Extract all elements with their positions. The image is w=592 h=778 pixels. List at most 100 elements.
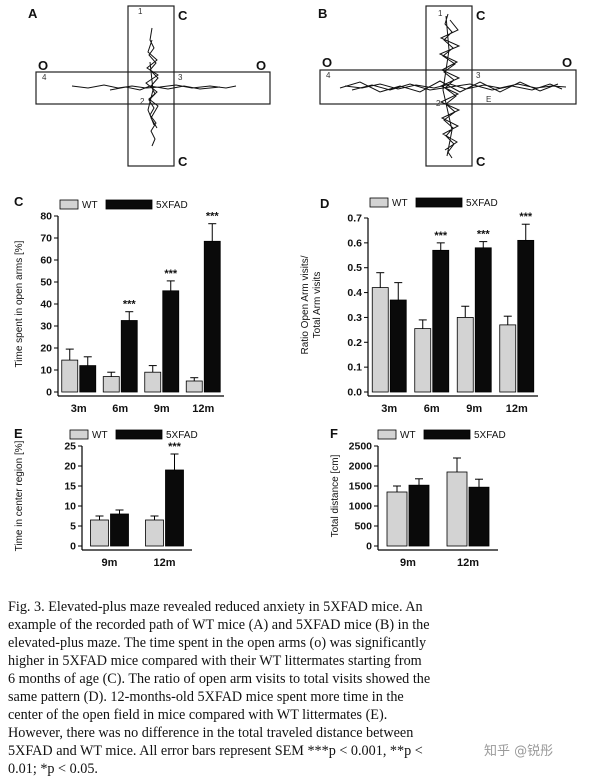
maze-open-arm-b — [319, 69, 577, 105]
zone-number-a-4: 4 — [42, 73, 47, 82]
y-tick-label: 30 — [40, 321, 52, 333]
bar-5xfad — [203, 240, 221, 393]
caption-line: higher in 5XFAD mice compared with their… — [8, 653, 422, 669]
bar-5xfad — [432, 249, 450, 393]
caption-line: 0.01; *p < 0.05. — [8, 761, 98, 777]
y-tick-label: 0.3 — [347, 312, 362, 324]
x-category-label: 6m — [424, 403, 440, 415]
zone-number-a-3: 3 — [178, 73, 183, 82]
y-tick-label: 80 — [40, 211, 52, 223]
x-category-label: 3m — [71, 403, 87, 415]
panel-letter: F — [330, 426, 338, 441]
y-tick-label: 0.7 — [347, 213, 362, 225]
arm-label-a-right: O — [256, 58, 266, 73]
bar-wt — [456, 317, 474, 393]
panel-letter-b: B — [318, 6, 327, 21]
x-category-label: 12m — [506, 403, 528, 415]
legend-swatch-wt — [369, 197, 389, 208]
bar-5xfad — [517, 239, 535, 393]
maze-closed-arm-a — [127, 5, 175, 167]
y-tick-label: 1500 — [349, 481, 373, 493]
legend-label-5xfad: 5XFAD — [166, 430, 198, 441]
panel-letter: E — [14, 426, 23, 441]
legend-label-5xfad: 5XFAD — [466, 198, 498, 209]
bar-wt — [446, 471, 468, 547]
bar-5xfad — [165, 469, 184, 547]
caption-line: center of the open field in mice compare… — [8, 707, 388, 723]
caption-line: Fig. 3. Elevated-plus maze revealed redu… — [8, 599, 423, 615]
bar-5xfad — [162, 290, 180, 393]
caption-line: same pattern (D). 12-months-old 5XFAD mi… — [8, 689, 404, 705]
y-tick-label: 0.5 — [347, 262, 362, 274]
y-tick-label: 2000 — [349, 461, 373, 473]
zone-number-a-2: 2 — [140, 97, 145, 106]
zone-number-a-1: 1 — [138, 7, 143, 16]
y-tick-label: 50 — [40, 277, 52, 289]
zone-number-b-2: 2 — [436, 99, 441, 108]
x-category-label: 12m — [192, 403, 214, 415]
y-tick-label: 70 — [40, 233, 52, 245]
significance-marker: *** — [123, 299, 137, 311]
chart-panel-e: E WT 5XFAD 0 5 10 15 20 25 Time in center region … — [14, 426, 198, 569]
watermark: 知乎 @锐彤 — [484, 744, 554, 759]
panel-letter-a: A — [28, 6, 38, 21]
legend-swatch-5xfad — [115, 429, 163, 440]
caption-line: 5XFAD and WT mice. All error bars repres… — [8, 743, 423, 759]
y-tick-label: 0.6 — [347, 237, 362, 249]
bar-5xfad — [120, 320, 138, 393]
y-axis-label: Total distance [cm] — [330, 454, 341, 537]
bar-5xfad — [468, 486, 490, 547]
significance-marker: *** — [477, 229, 491, 241]
y-tick-label: 0 — [366, 541, 372, 553]
significance-marker: *** — [164, 268, 178, 280]
y-tick-label: 0 — [70, 541, 76, 553]
y-axis-label: Time spent in open arms [%] — [14, 240, 25, 367]
chart-panel-c: C WT 5XFAD 0 10 20 30 40 50 60 70 80 Time spent in o… — [14, 194, 224, 415]
arm-label-b-left: O — [322, 55, 332, 70]
legend-label-wt: WT — [400, 430, 416, 441]
legend-swatch-wt — [59, 199, 79, 210]
bar-wt — [145, 519, 164, 547]
bar-wt — [499, 324, 517, 393]
arm-label-a-top: C — [178, 8, 188, 23]
mouse-track-a — [71, 27, 237, 147]
bar-wt — [90, 519, 109, 547]
bar-wt — [144, 371, 162, 393]
y-tick-label: 25 — [64, 441, 76, 453]
y-tick-label: 2500 — [349, 441, 373, 453]
caption-line: However, there was no difference in the … — [8, 725, 414, 741]
bar-5xfad — [408, 484, 430, 547]
x-category-label: 9m — [400, 557, 416, 569]
legend-label-wt: WT — [82, 200, 98, 211]
bar-wt — [185, 380, 203, 393]
y-tick-label: 10 — [40, 365, 52, 377]
x-category-label: 6m — [112, 403, 128, 415]
bar-5xfad — [474, 247, 492, 393]
y-tick-label: 0.4 — [347, 287, 362, 299]
significance-marker: *** — [434, 230, 448, 242]
figure-canvas: A C O O C 1 2 3 4 B C O O C 1 2 3 4 E C W… — [14, 5, 577, 569]
y-tick-label: 1000 — [349, 501, 373, 513]
legend-swatch-wt — [377, 429, 397, 440]
bar-wt — [371, 287, 389, 393]
significance-marker: *** — [519, 211, 533, 223]
zone-number-b-1: 1 — [438, 9, 443, 18]
y-tick-label: 0.2 — [347, 337, 362, 349]
legend-swatch-5xfad — [105, 199, 153, 210]
significance-marker: *** — [168, 441, 182, 453]
bar-5xfad — [110, 513, 129, 547]
bar-wt — [414, 328, 432, 393]
y-tick-label: 10 — [64, 501, 76, 513]
chart-panel-d: D WT 5XFAD 0.0 0.1 0.2 0.3 0.4 0.5 0.6 0.7 Ratio Op… — [300, 196, 538, 415]
y-tick-label: 60 — [40, 255, 52, 267]
maze-panel-a: A C O O C 1 2 3 4 — [28, 5, 271, 169]
arm-label-b-right: O — [562, 55, 572, 70]
mouse-track-b — [339, 13, 567, 159]
x-category-label: 9m — [154, 403, 170, 415]
figure-caption: Fig. 3. Elevated-plus maze revealed redu… — [8, 598, 582, 778]
x-category-label: 9m — [102, 557, 118, 569]
zone-number-b-4: 4 — [326, 71, 331, 80]
maze-panel-b: B C O O C 1 2 3 4 E — [318, 5, 577, 169]
arm-label-a-bottom: C — [178, 154, 188, 169]
y-tick-label: 40 — [40, 299, 52, 311]
